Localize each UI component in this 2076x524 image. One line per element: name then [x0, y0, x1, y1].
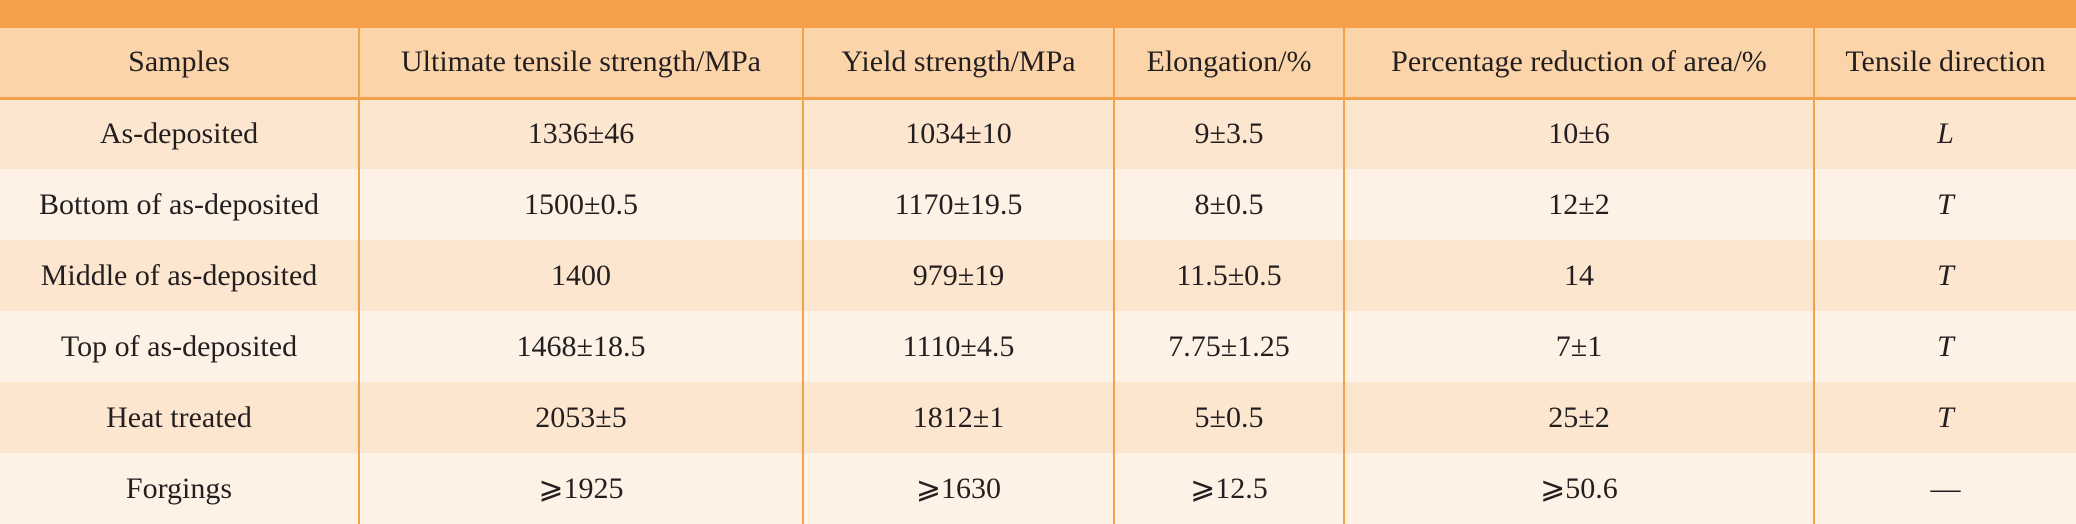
- cell-elongation: 7.75±1.25: [1113, 311, 1344, 382]
- header-tensile-direction: Tensile direction: [1813, 28, 2076, 100]
- cell-reduction: ⩾50.6: [1343, 453, 1814, 524]
- cell-sample: Forgings: [125, 471, 233, 505]
- cell-uts: 2053±5: [358, 382, 803, 453]
- table-row: Heat treated 2053±5 1812±1 5±0.5 25±2 T: [0, 382, 2076, 453]
- cell-direction: T: [1813, 169, 2076, 240]
- cell-reduction: 12±2: [1343, 169, 1814, 240]
- header-reduction-of-area: Percentage reduction of area/%: [1343, 28, 1814, 100]
- cell-yield: 1034±10: [802, 98, 1114, 169]
- properties-table: Samples Ultimate tensile strength/MPa Yi…: [0, 28, 2076, 524]
- cell-elongation: ⩾12.5: [1113, 453, 1344, 524]
- table-top-rule: [0, 0, 2076, 28]
- table-row: Forgings ⩾1925 ⩾1630 ⩾12.5 ⩾50.6 —: [0, 453, 2076, 524]
- cell-yield: 1812±1: [802, 382, 1114, 453]
- cell-uts: 1400: [358, 240, 803, 311]
- cell-uts: ⩾1925: [358, 453, 803, 524]
- cell-sample: Bottom of as-deposited: [39, 187, 319, 221]
- cell-yield: ⩾1630: [802, 453, 1114, 524]
- header-elongation: Elongation/%: [1113, 28, 1344, 100]
- cell-sample: As-deposited: [99, 117, 259, 151]
- cell-yield: 1170±19.5: [802, 169, 1114, 240]
- header-ultimate-tensile-strength: Ultimate tensile strength/MPa: [358, 28, 803, 100]
- cell-uts: 1500±0.5: [358, 169, 803, 240]
- header-yield-strength: Yield strength/MPa: [802, 28, 1114, 100]
- cell-elongation: 5±0.5: [1113, 382, 1344, 453]
- cell-direction: T: [1813, 311, 2076, 382]
- cell-direction: T: [1813, 382, 2076, 453]
- cell-direction: —: [1813, 453, 2076, 524]
- cell-reduction: 14: [1343, 240, 1814, 311]
- cell-sample: Middle of as-deposited: [40, 258, 318, 292]
- cell-sample: Top of as-deposited: [60, 329, 298, 363]
- cell-reduction: 7±1: [1343, 311, 1814, 382]
- table-row: Middle of as-deposited 1400 979±19 11.5±…: [0, 240, 2076, 311]
- cell-elongation: 8±0.5: [1113, 169, 1344, 240]
- cell-yield: 979±19: [802, 240, 1114, 311]
- table-row: As-deposited 1336±46 1034±10 9±3.5 10±6 …: [0, 98, 2076, 169]
- header-row: Samples Ultimate tensile strength/MPa Yi…: [0, 28, 2076, 100]
- header-samples: Samples: [0, 28, 359, 100]
- table-row: Bottom of as-deposited 1500±0.5 1170±19.…: [0, 169, 2076, 240]
- cell-reduction: 10±6: [1343, 98, 1814, 169]
- cell-uts: 1468±18.5: [358, 311, 803, 382]
- cell-direction: L: [1813, 98, 2076, 169]
- table-row: Top of as-deposited 1468±18.5 1110±4.5 7…: [0, 311, 2076, 382]
- cell-sample: Heat treated: [106, 400, 252, 434]
- cell-direction: T: [1813, 240, 2076, 311]
- cell-elongation: 9±3.5: [1113, 98, 1344, 169]
- cell-reduction: 25±2: [1343, 382, 1814, 453]
- cell-elongation: 11.5±0.5: [1113, 240, 1344, 311]
- cell-yield: 1110±4.5: [802, 311, 1114, 382]
- cell-uts: 1336±46: [358, 98, 803, 169]
